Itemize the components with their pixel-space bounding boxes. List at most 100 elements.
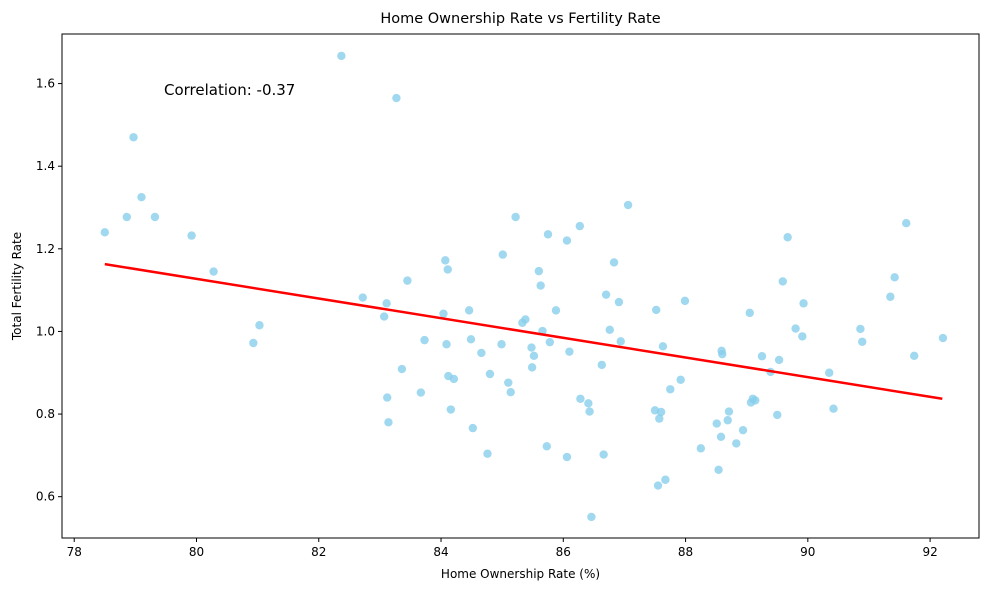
data-point [745, 308, 754, 318]
data-point [542, 442, 551, 451]
data-point [397, 364, 407, 374]
data-point [886, 292, 895, 301]
data-point [521, 315, 530, 324]
data-point [724, 407, 734, 416]
data-point [529, 351, 539, 361]
data-point [680, 296, 690, 306]
data-point [562, 452, 572, 462]
data-point [799, 299, 808, 308]
x-tick-label: 90 [800, 545, 815, 559]
data-point [442, 340, 451, 349]
data-point [938, 333, 948, 343]
data-point [658, 342, 668, 351]
data-point [757, 352, 767, 361]
data-point [565, 347, 574, 356]
data-point [723, 416, 732, 425]
data-point [718, 349, 727, 359]
data-point [511, 212, 520, 222]
data-point [504, 378, 513, 387]
data-point [209, 267, 218, 276]
data-point [587, 512, 596, 522]
data-point [543, 230, 553, 239]
data-point [187, 231, 196, 240]
x-axis-ticks: 78 80 82 84 86 88 90 92 [67, 538, 938, 559]
data-point [902, 219, 911, 228]
data-point [614, 297, 624, 307]
data-point [468, 423, 478, 433]
plot-frame [61, 33, 980, 539]
data-point [449, 374, 459, 384]
data-point [137, 192, 146, 202]
data-point [498, 250, 507, 259]
trend-line [104, 262, 943, 401]
data-point [384, 418, 393, 427]
x-tick-label: 78 [67, 545, 82, 559]
data-point [666, 385, 675, 394]
data-point [858, 337, 867, 346]
data-point [383, 393, 392, 402]
data-point [585, 407, 594, 416]
x-tick-label: 84 [433, 545, 448, 559]
y-axis-ticks: 0.6 0.8 1.0 1.2 1.4 1.6 [36, 77, 62, 504]
data-point [597, 360, 607, 370]
data-point [738, 425, 748, 435]
data-point [416, 388, 426, 397]
data-point [676, 375, 685, 384]
data-point [661, 475, 670, 484]
points-layer [100, 51, 948, 522]
chart-title: Home Ownership Rate vs Fertility Rate [380, 11, 660, 27]
data-point [778, 277, 787, 286]
data-point [358, 293, 367, 302]
data-point [609, 258, 619, 267]
data-point [485, 369, 495, 379]
y-tick-label: 0.8 [36, 407, 55, 421]
data-point [696, 444, 706, 453]
data-point [527, 363, 537, 372]
data-point [255, 321, 264, 330]
data-point [392, 93, 401, 103]
y-tick-label: 1.2 [36, 242, 55, 256]
data-point [773, 410, 782, 420]
data-point [798, 332, 807, 341]
y-tick-label: 1.4 [36, 159, 55, 173]
x-axis-label: Home Ownership Rate (%) [441, 567, 600, 581]
trend-layer [104, 262, 943, 401]
data-point [576, 394, 585, 403]
y-tick-label: 0.6 [36, 490, 55, 504]
correlation-annotation: Correlation: -0.37 [164, 81, 295, 99]
data-point [403, 276, 412, 285]
data-point [562, 236, 572, 245]
data-point [466, 335, 476, 344]
data-point [129, 133, 138, 142]
data-point [446, 405, 456, 414]
y-axis-label: Total Fertility Rate [10, 232, 24, 341]
data-point [623, 200, 633, 210]
data-point [714, 465, 723, 475]
data-point [829, 404, 838, 413]
data-point [656, 407, 666, 417]
data-point [551, 306, 561, 315]
data-point [652, 305, 661, 315]
data-point [150, 212, 160, 222]
y-tick-label: 1.0 [36, 324, 55, 338]
data-point [890, 273, 899, 282]
data-point [506, 387, 515, 397]
data-point [909, 351, 919, 361]
data-point [100, 228, 109, 237]
data-point [497, 340, 506, 349]
data-point [443, 265, 452, 274]
y-tick-label: 1.6 [36, 77, 55, 91]
data-point [791, 324, 800, 333]
data-point [655, 414, 664, 423]
data-point [249, 338, 258, 348]
data-point [783, 233, 792, 242]
data-point [601, 290, 611, 299]
data-point [527, 343, 536, 352]
data-point [382, 299, 391, 308]
data-point [464, 306, 474, 315]
data-point [653, 481, 663, 490]
data-point [420, 335, 429, 345]
data-point [751, 396, 760, 405]
